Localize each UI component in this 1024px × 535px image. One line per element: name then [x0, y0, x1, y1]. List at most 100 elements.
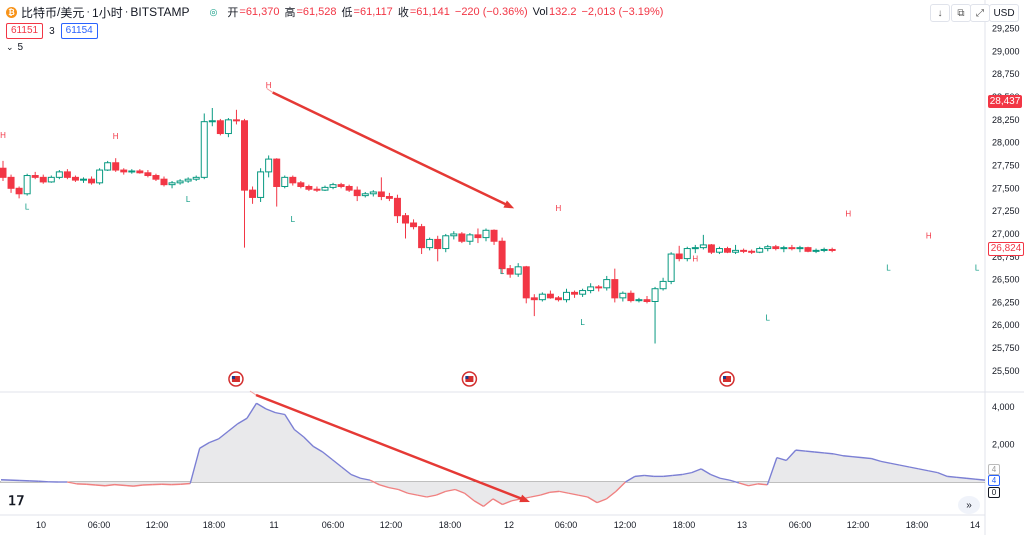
- candle-body[interactable]: [402, 215, 409, 224]
- scroll-forward-icon[interactable]: »: [958, 496, 980, 514]
- candle-body[interactable]: [71, 176, 79, 181]
- candle-body[interactable]: [321, 186, 329, 191]
- candle-body[interactable]: [780, 247, 788, 250]
- candle-body[interactable]: [393, 197, 401, 217]
- candle-body[interactable]: [337, 184, 345, 187]
- candle-body[interactable]: [812, 249, 820, 252]
- candle-body[interactable]: [96, 169, 104, 184]
- candle-body[interactable]: [329, 184, 337, 188]
- candle-body[interactable]: [546, 293, 554, 299]
- candle-body[interactable]: [659, 280, 667, 290]
- candle-body[interactable]: [490, 229, 498, 242]
- candle-body[interactable]: [104, 162, 112, 171]
- candle-body[interactable]: [410, 222, 418, 228]
- candle-body[interactable]: [345, 185, 353, 191]
- candle-body[interactable]: [772, 246, 780, 250]
- candle-body[interactable]: [297, 182, 305, 187]
- candle-body[interactable]: [47, 176, 55, 183]
- candle-body[interactable]: [514, 266, 522, 275]
- candle-body[interactable]: [15, 187, 23, 195]
- candle-body[interactable]: [554, 297, 562, 301]
- currency-selector[interactable]: USD: [989, 4, 1019, 22]
- candle-body[interactable]: [216, 120, 224, 135]
- candle-body[interactable]: [192, 176, 200, 180]
- candle-body[interactable]: [184, 178, 192, 182]
- candle-body[interactable]: [224, 119, 232, 135]
- candle-body[interactable]: [7, 176, 15, 189]
- candle-body[interactable]: [699, 244, 707, 249]
- candle-body[interactable]: [176, 180, 184, 184]
- candle-body[interactable]: [168, 182, 176, 186]
- candle-body[interactable]: [80, 178, 87, 181]
- arrow-down-icon[interactable]: ↓: [930, 4, 950, 22]
- candle-body[interactable]: [828, 248, 836, 251]
- candle-body[interactable]: [482, 229, 490, 239]
- interval-label[interactable]: 1小时: [92, 5, 123, 20]
- expand-icon[interactable]: ⧉: [951, 4, 971, 22]
- candle-body[interactable]: [740, 249, 748, 252]
- symbol-quote[interactable]: 美元: [60, 5, 85, 20]
- candle-body[interactable]: [249, 189, 257, 198]
- candle-body[interactable]: [563, 291, 570, 301]
- candle-body[interactable]: [643, 299, 651, 302]
- candle-body[interactable]: [257, 171, 265, 198]
- candle-body[interactable]: [538, 293, 546, 301]
- candle-body[interactable]: [426, 238, 434, 249]
- osc-trend-arrow[interactable]: [255, 393, 524, 501]
- exchange-label[interactable]: BITSTAMP: [130, 5, 190, 19]
- candle-body[interactable]: [715, 248, 723, 253]
- candle-body[interactable]: [466, 234, 474, 242]
- candle-body[interactable]: [273, 158, 281, 187]
- candle-body[interactable]: [683, 248, 691, 260]
- candle-body[interactable]: [313, 188, 321, 191]
- candle-body[interactable]: [724, 248, 731, 253]
- symbol-name[interactable]: 比特币: [21, 5, 58, 20]
- candle-body[interactable]: [595, 286, 603, 289]
- candle-body[interactable]: [232, 119, 240, 122]
- candle-body[interactable]: [603, 279, 611, 289]
- candle-body[interactable]: [200, 121, 208, 178]
- candle-body[interactable]: [450, 233, 458, 237]
- candle-body[interactable]: [571, 291, 579, 295]
- candle-body[interactable]: [63, 171, 71, 178]
- candle-body[interactable]: [756, 248, 764, 253]
- chevron-down-icon[interactable]: ⌄: [6, 42, 14, 52]
- candle-body[interactable]: [619, 292, 627, 299]
- candle-body[interactable]: [579, 290, 587, 295]
- candle-body[interactable]: [305, 185, 313, 190]
- buy-button[interactable]: 61154: [60, 23, 98, 39]
- candle-body[interactable]: [764, 246, 772, 250]
- candle-body[interactable]: [128, 170, 136, 173]
- candle-body[interactable]: [88, 178, 96, 184]
- candle-body[interactable]: [208, 120, 216, 123]
- candle-body[interactable]: [434, 238, 442, 250]
- candle-body[interactable]: [112, 162, 120, 171]
- candle-body[interactable]: [289, 176, 297, 184]
- candle-body[interactable]: [498, 240, 506, 270]
- candle-body[interactable]: [667, 253, 675, 282]
- candle-body[interactable]: [120, 169, 128, 173]
- candle-body[interactable]: [707, 244, 715, 253]
- candle-body[interactable]: [31, 175, 39, 178]
- candle-body[interactable]: [611, 279, 619, 299]
- price-trend-arrow[interactable]: [272, 91, 508, 207]
- candle-body[interactable]: [474, 234, 482, 239]
- candle-body[interactable]: [0, 167, 7, 178]
- candle-body[interactable]: [691, 247, 699, 250]
- candle-body[interactable]: [369, 191, 377, 195]
- candle-body[interactable]: [241, 120, 248, 191]
- candle-body[interactable]: [152, 175, 160, 180]
- candle-body[interactable]: [748, 250, 756, 253]
- candle-body[interactable]: [265, 158, 273, 173]
- candle-body[interactable]: [522, 266, 530, 299]
- candle-body[interactable]: [442, 235, 450, 250]
- candle-body[interactable]: [458, 233, 466, 242]
- candle-body[interactable]: [651, 288, 659, 302]
- candle-body[interactable]: [732, 249, 740, 253]
- candle-body[interactable]: [530, 297, 538, 301]
- candle-body[interactable]: [361, 193, 369, 197]
- candle-body[interactable]: [55, 171, 63, 178]
- candle-body[interactable]: [23, 175, 31, 195]
- candle-body[interactable]: [281, 176, 289, 187]
- candle-body[interactable]: [635, 299, 643, 302]
